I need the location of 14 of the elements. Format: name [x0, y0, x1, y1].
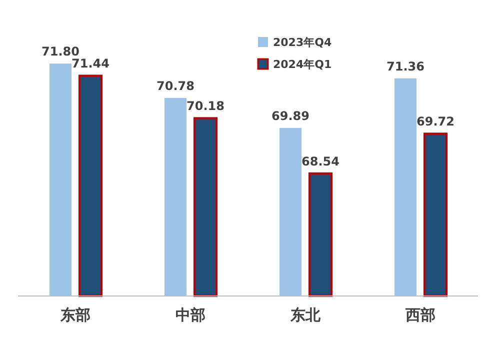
x-tick-label: 东部 [60, 306, 90, 324]
x-tick-label: 东北 [290, 306, 322, 324]
data-label: 70.18 [186, 99, 224, 114]
legend-label: 2024年Q1 [273, 58, 332, 71]
x-tick-label: 西部 [404, 306, 436, 324]
data-label: 71.36 [386, 59, 424, 74]
data-label: 69.72 [416, 114, 454, 129]
data-label: 71.44 [72, 56, 110, 71]
data-label: 69.89 [272, 108, 310, 123]
data-label: 70.78 [156, 78, 194, 93]
data-label: 68.54 [302, 154, 340, 168]
data-label: 71.80 [42, 44, 80, 59]
x-tick-label: 中部 [176, 306, 206, 324]
legend-label: 2023年Q4 [273, 36, 332, 49]
